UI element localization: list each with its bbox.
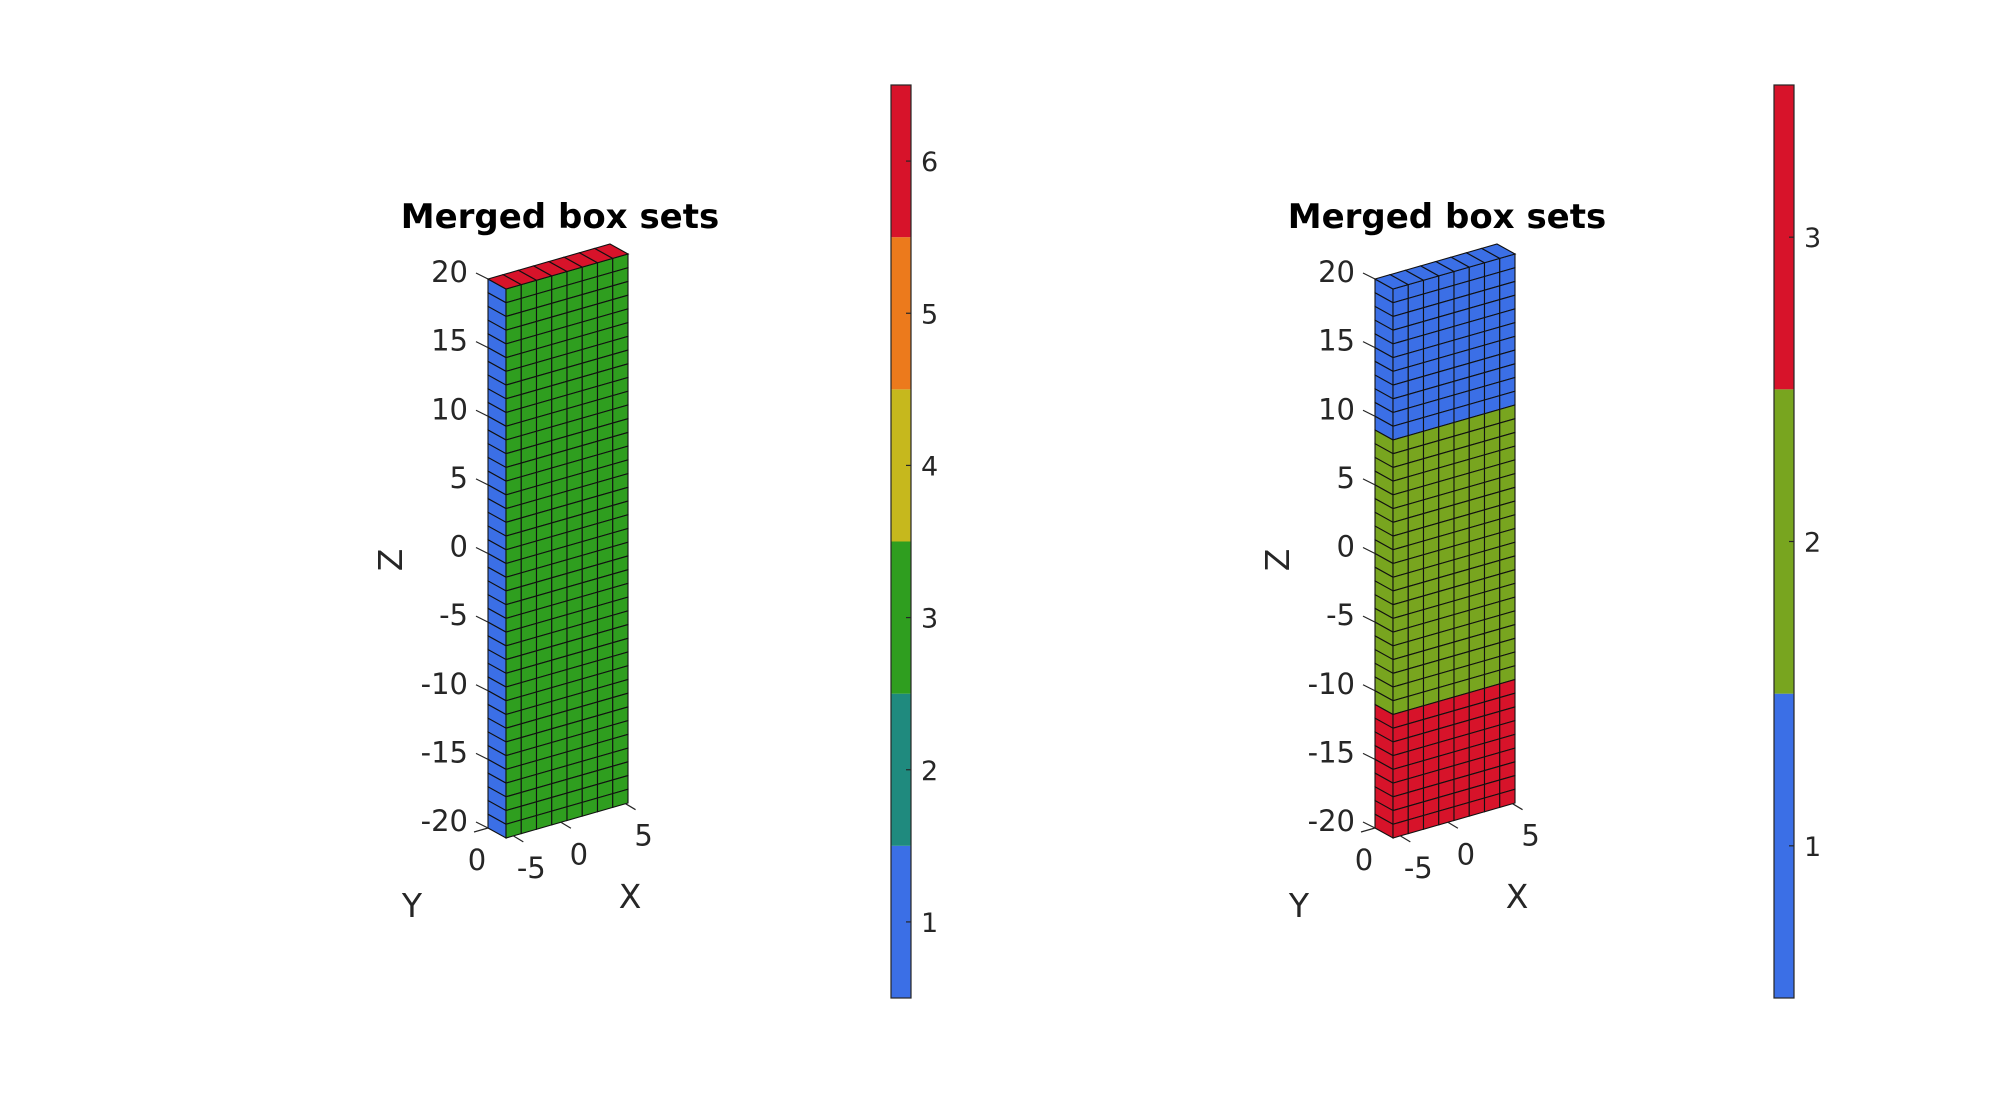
top-face-cell: [1480, 243, 1517, 259]
x-axis-label: X: [1506, 877, 1529, 916]
x-tick-label: 0: [1457, 837, 1475, 871]
z-tick-mark: [475, 684, 489, 692]
z-tick-mark: [1362, 546, 1376, 555]
x-tick-label: 5: [634, 819, 652, 853]
y-tick-label: 0: [468, 843, 486, 877]
y-tick-label: 0: [1355, 843, 1373, 877]
z-tick-label: -5: [439, 598, 468, 632]
colorbar-tick-label: 6: [921, 147, 938, 178]
y-tick-mark: [1360, 827, 1376, 833]
colorbar-segment: [891, 845, 911, 998]
x-tick-mark: [1447, 821, 1459, 829]
colorbar-segment: [1774, 389, 1794, 694]
x-tick-label: 5: [1521, 819, 1539, 853]
z-tick-mark: [1362, 409, 1376, 417]
x-tick-mark: [1512, 803, 1523, 811]
z-tick-label: -10: [421, 667, 468, 701]
z-tick-label: -20: [1308, 804, 1355, 838]
colorbar-segment: [891, 85, 911, 238]
colorbar-tick-label: 4: [921, 451, 938, 482]
y-tick-mark: [473, 827, 489, 833]
colorbar-frame: [890, 84, 912, 999]
colorbar-segment: [891, 693, 911, 846]
z-tick-label: 5: [1337, 461, 1355, 495]
x-tick-mark: [625, 803, 636, 811]
z-tick-mark: [475, 546, 489, 555]
z-tick-mark: [1362, 478, 1376, 486]
colorbar-segment: [1774, 693, 1794, 998]
z-tick-mark: [475, 615, 489, 623]
z-tick-label: -20: [421, 804, 468, 838]
x-tick-label: -5: [1404, 851, 1433, 885]
top-face-cell: [593, 243, 630, 259]
z-tick-label: 10: [1318, 392, 1355, 426]
colorbar-segment: [891, 237, 911, 390]
z-tick-label: -10: [1308, 667, 1355, 701]
z-tick-label: -15: [421, 735, 468, 769]
z-tick-label: 20: [1318, 255, 1355, 289]
z-tick-label: -5: [1326, 598, 1355, 632]
x-tick-mark: [1400, 835, 1411, 843]
colorbar-segment: [891, 541, 911, 694]
chart-title: Merged box sets: [401, 197, 719, 237]
colorbar-segment: [891, 389, 911, 542]
z-tick-mark: [475, 821, 489, 829]
z-tick-label: 0: [450, 530, 468, 564]
z-tick-label: 15: [1318, 324, 1355, 358]
x-tick-label: -5: [517, 851, 546, 885]
z-tick-label: 20: [431, 255, 468, 289]
colorbar-tick-label: 3: [1804, 223, 1821, 254]
z-tick-label: 0: [1337, 530, 1355, 564]
colorbar-tick-label: 1: [1804, 832, 1821, 863]
y-axis-label: Y: [401, 886, 423, 925]
colorbar-tick-label: 5: [921, 299, 938, 330]
z-tick-mark: [475, 752, 489, 760]
z-tick-label: -15: [1308, 735, 1355, 769]
x-tick-mark: [560, 821, 572, 829]
colorbar-tick-label: 2: [1804, 528, 1821, 559]
z-tick-mark: [475, 272, 489, 280]
z-tick-label: 15: [431, 324, 468, 358]
z-tick-mark: [1362, 615, 1376, 623]
x-axis-label: X: [619, 877, 642, 916]
colorbar-tick-label: 3: [921, 604, 938, 635]
z-axis-label: Z: [1258, 549, 1297, 572]
colorbar-tick-label: 2: [921, 756, 938, 787]
z-tick-mark: [475, 409, 489, 417]
front-face-cell: [612, 788, 629, 809]
x-tick-label: 0: [570, 837, 588, 871]
z-tick-mark: [475, 478, 489, 486]
colorbar-segment: [1774, 85, 1794, 390]
y-axis-label: Y: [1288, 886, 1310, 925]
z-tick-mark: [1362, 752, 1376, 760]
x-tick-mark: [513, 835, 524, 843]
z-tick-mark: [1362, 684, 1376, 692]
front-face-cell: [1499, 788, 1516, 809]
z-tick-mark: [1362, 272, 1376, 280]
z-tick-label: 10: [431, 392, 468, 426]
z-tick-mark: [1362, 821, 1376, 829]
z-tick-mark: [475, 341, 489, 349]
chart-title: Merged box sets: [1288, 197, 1606, 237]
z-tick-label: 5: [450, 461, 468, 495]
z-tick-mark: [1362, 341, 1376, 349]
colorbar-tick-label: 1: [921, 908, 938, 939]
z-axis-label: Z: [371, 549, 410, 572]
